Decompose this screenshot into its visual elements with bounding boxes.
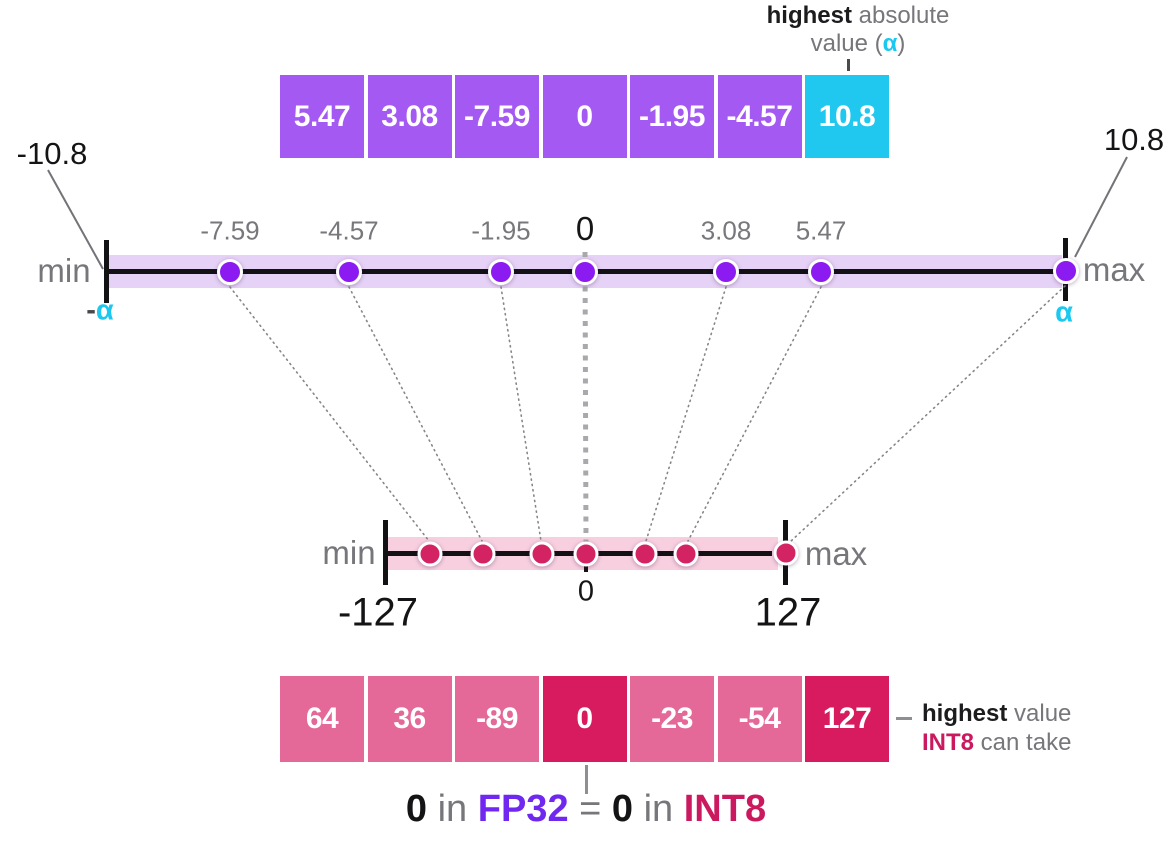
fp32-point-label: -1.95 (471, 215, 531, 246)
int8-value: 127 (822, 702, 872, 735)
fp32-alpha-value: 10.8 (818, 99, 876, 133)
fp32-value: -4.57 (726, 99, 793, 133)
fp32-point-dot (217, 259, 243, 285)
fp32-point-dot (488, 259, 514, 285)
fp32-point-label: -7.59 (200, 215, 260, 246)
fp32-point-label: 5.47 (795, 215, 847, 246)
neg-alpha-minus: - (86, 294, 96, 327)
int8-point-dot (673, 541, 699, 567)
int8-point-dot (529, 541, 555, 567)
fp32-value-box: 3.08 (367, 75, 452, 158)
fp32-point-dot (808, 259, 834, 285)
fp32-value: -1.95 (639, 99, 705, 133)
fp32-value-box: -7.59 (455, 75, 539, 158)
caption-fp32: FP32 (477, 788, 569, 830)
int8-zero-box: 0 (542, 676, 627, 762)
zero-mapping-line (582, 251, 589, 547)
fp32-value-box: 5.47 (280, 75, 364, 158)
fp32-min-caption: min (37, 252, 91, 289)
fp32-zero-dot (572, 259, 598, 285)
int8-zero-label: 0 (577, 575, 595, 608)
int8-zero-dot (573, 541, 599, 567)
fp32-point-label: 3.08 (700, 215, 752, 246)
fp32-min-value: -10.8 (16, 136, 88, 171)
int8-value: 36 (393, 702, 426, 735)
int8-axis-min-tick (383, 520, 388, 585)
neg-alpha-symbol: α (95, 294, 114, 327)
fp32-zero-label: 0 (575, 210, 595, 247)
zero-caption-connector (585, 765, 588, 794)
int8-max-caption: max (804, 535, 868, 572)
int8-value: -89 (476, 702, 518, 735)
zero-equality-caption: 0 in FP32 = 0 in INT8 (405, 788, 767, 830)
int8-value: 64 (305, 702, 339, 735)
fp32-point-dot (713, 259, 739, 285)
int8-annotation-line2: INT8 can take (922, 729, 1072, 756)
int8-value-box: -89 (455, 676, 539, 762)
int8-value: 0 (576, 702, 593, 735)
int8-point-dot (470, 541, 496, 567)
caption-int8: INT8 (683, 788, 767, 830)
int8-max-dot (773, 540, 799, 566)
fp32-tensor-row: 5.47 3.08 -7.59 0 -1.95 -4.57 10.8 (280, 75, 889, 158)
int8-max-box: 127 (805, 676, 889, 762)
fp32-point-label: -4.57 (319, 215, 379, 246)
fp32-value: 5.47 (293, 99, 351, 133)
alpha-annotation: highest absolute value (α) (767, 2, 950, 58)
int8-annotation-line1: highest value (922, 700, 1072, 727)
fp32-value: 0 (576, 99, 593, 133)
int8-value: -54 (738, 702, 781, 735)
int8-point-dot (632, 541, 658, 567)
int8-min-caption: min (322, 534, 376, 571)
int8-value: -23 (651, 702, 693, 735)
fp32-max-dot (1053, 258, 1079, 284)
int8-value-box: -54 (717, 676, 802, 762)
int8-point-dot (417, 541, 443, 567)
fp32-value-box: 0 (542, 75, 627, 158)
int8-max-value: 127 (754, 590, 822, 635)
int8-tensor-row: 64 36 -89 0 -23 -54 127 (280, 676, 889, 762)
int8-value-box: -23 (630, 676, 714, 762)
alpha-annotation-line2: value (α) (810, 30, 906, 57)
min-value-pointer-line (47, 169, 104, 270)
fp32-point-dot (336, 259, 362, 285)
fp32-pos-alpha-label: α (1055, 296, 1073, 329)
caption-zero-int8: 0 (611, 788, 634, 830)
alpha-annotation-tick (847, 59, 850, 71)
max-value-pointer-line (1074, 156, 1128, 258)
quantization-mapping-lines (229, 285, 1066, 543)
fp32-alpha-box: 10.8 (805, 75, 889, 158)
int8-min-value: -127 (337, 590, 419, 635)
fp32-max-caption: max (1082, 251, 1146, 288)
caption-zero-fp32: 0 (405, 788, 428, 830)
int8-value-box: 36 (367, 676, 452, 762)
fp32-neg-alpha-label: -α (86, 295, 114, 328)
fp32-max-value: 10.8 (1103, 122, 1165, 157)
fp32-value: 3.08 (381, 99, 438, 133)
fp32-axis-min-tick (104, 240, 109, 303)
int8-value-box: 64 (280, 676, 364, 762)
fp32-value-box: -1.95 (630, 75, 714, 158)
fp32-value: -7.59 (464, 99, 530, 133)
int8-annotation-dash (896, 717, 912, 720)
int8-annotation: highest value INT8 can take (922, 699, 1071, 757)
alpha-annotation-line1: highest absolute (766, 2, 950, 29)
int8-zero-tick (584, 564, 588, 572)
fp32-value-box: -4.57 (717, 75, 802, 158)
